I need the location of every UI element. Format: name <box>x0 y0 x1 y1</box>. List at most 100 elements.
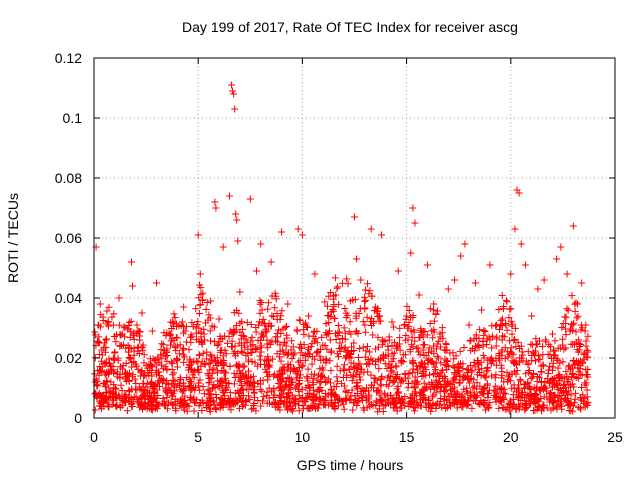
data-point <box>508 322 516 330</box>
data-point <box>191 386 199 394</box>
data-point <box>239 349 247 356</box>
data-point <box>414 380 422 388</box>
data-point <box>259 397 267 405</box>
data-point <box>562 368 570 376</box>
data-point <box>224 339 232 347</box>
data-point <box>286 367 294 375</box>
data-point <box>330 302 338 310</box>
data-point <box>379 338 387 346</box>
data-point <box>532 340 540 348</box>
data-point <box>147 361 155 369</box>
data-point <box>325 319 333 327</box>
data-point <box>198 406 206 414</box>
data-point <box>364 368 372 376</box>
data-point <box>269 313 277 321</box>
data-point <box>385 398 393 406</box>
data-point <box>510 381 518 389</box>
data-point <box>208 385 216 393</box>
data-point <box>133 362 141 370</box>
data-point <box>214 359 222 367</box>
data-point <box>442 383 450 391</box>
data-point <box>467 374 475 382</box>
data-point <box>353 384 361 392</box>
data-point <box>333 373 341 381</box>
data-point <box>330 314 338 322</box>
data-point <box>394 395 402 403</box>
data-point <box>554 372 562 380</box>
data-point <box>248 382 256 390</box>
data-point <box>228 337 236 345</box>
data-point <box>449 349 457 357</box>
data-point <box>230 401 238 409</box>
data-point <box>353 255 361 263</box>
data-point <box>426 305 434 313</box>
data-point <box>119 361 127 369</box>
data-point <box>574 312 582 320</box>
data-point <box>465 321 473 329</box>
data-point <box>546 389 554 397</box>
data-point <box>327 313 335 321</box>
data-point <box>327 367 335 375</box>
data-point <box>109 321 117 329</box>
data-point <box>190 407 198 415</box>
data-point <box>364 280 372 288</box>
data-point <box>396 404 404 412</box>
data-point <box>356 373 364 381</box>
data-point <box>460 344 468 352</box>
data-point <box>125 377 133 385</box>
data-point <box>271 391 279 399</box>
data-point <box>303 322 311 330</box>
data-point <box>192 399 200 407</box>
data-point <box>468 366 476 374</box>
data-point <box>203 348 211 356</box>
data-point <box>249 386 257 394</box>
data-point <box>393 407 401 415</box>
data-point <box>430 391 438 399</box>
data-point <box>169 376 177 384</box>
data-point <box>477 372 485 380</box>
data-point <box>468 404 476 412</box>
data-point <box>110 310 118 318</box>
data-point <box>413 366 421 374</box>
data-point <box>243 339 251 347</box>
data-point <box>206 314 214 322</box>
data-point <box>112 338 120 346</box>
data-point <box>378 396 386 404</box>
data-point <box>410 328 418 336</box>
data-point <box>217 395 225 403</box>
data-point <box>134 365 142 373</box>
data-point <box>197 284 205 292</box>
data-point <box>569 321 577 329</box>
data-point <box>493 385 501 393</box>
data-point <box>500 378 508 386</box>
data-point <box>538 407 546 415</box>
data-point <box>180 406 188 414</box>
data-point <box>484 394 492 402</box>
data-point <box>525 392 533 400</box>
data-point <box>374 333 382 341</box>
data-point <box>554 379 562 387</box>
data-point <box>354 361 362 369</box>
data-point <box>379 351 387 359</box>
data-point <box>369 331 377 339</box>
data-point <box>313 376 321 384</box>
data-point <box>289 351 297 359</box>
data-point <box>470 392 478 400</box>
data-point <box>578 384 586 392</box>
data-point <box>200 360 208 368</box>
data-point <box>364 342 372 350</box>
data-point <box>486 399 494 407</box>
data-point <box>554 356 562 364</box>
data-point <box>339 279 347 287</box>
data-point <box>177 375 185 383</box>
data-point <box>479 390 487 398</box>
data-point <box>434 307 442 315</box>
data-point <box>335 300 343 308</box>
data-point <box>392 391 400 399</box>
data-point <box>246 195 254 203</box>
data-point <box>179 379 187 387</box>
data-point <box>500 333 508 341</box>
data-point <box>263 327 271 335</box>
data-point <box>125 318 133 326</box>
data-point <box>126 333 134 341</box>
